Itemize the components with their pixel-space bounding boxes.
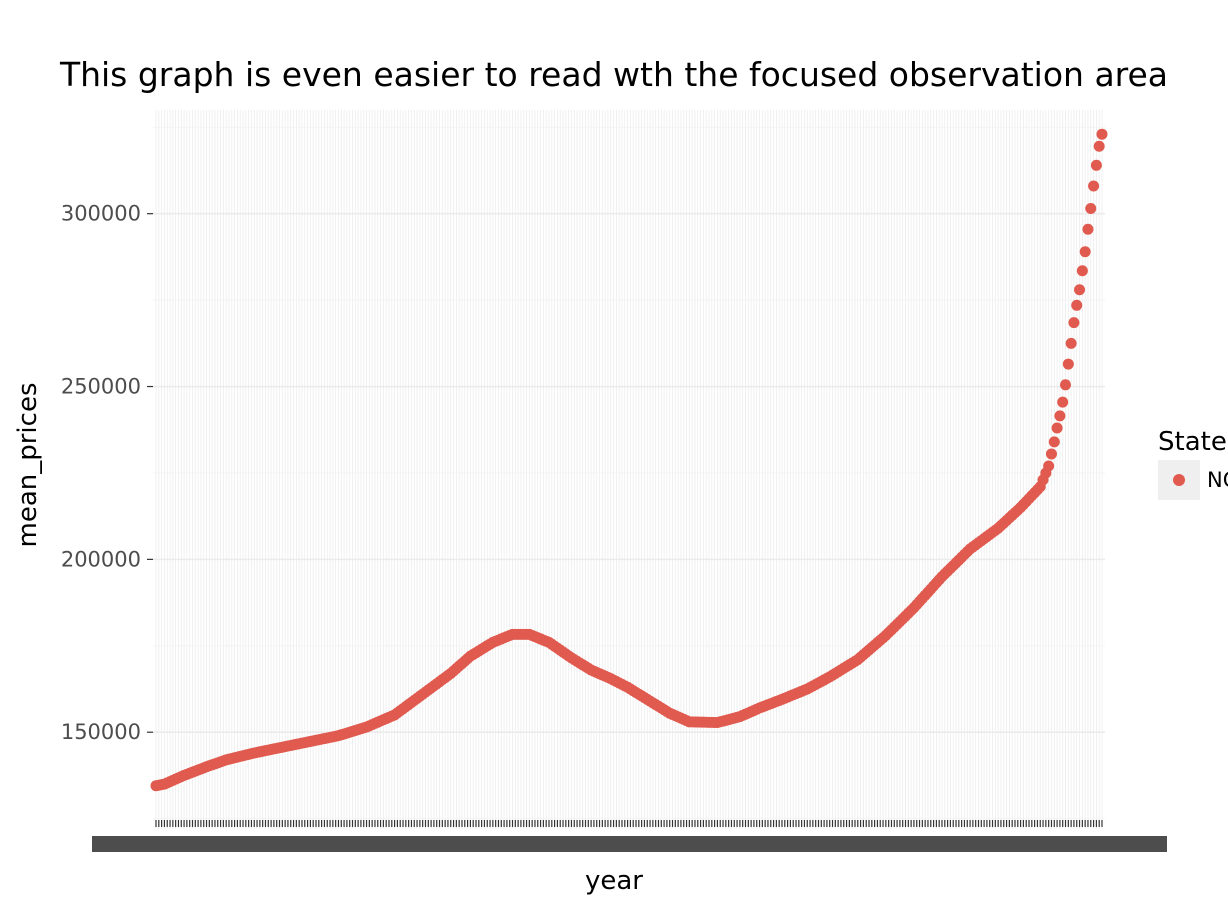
y-axis-ticks: 150000 200000 250000 300000: [61, 202, 153, 744]
x-axis-ticks: [92, 820, 1167, 852]
data-point: [1071, 299, 1083, 311]
legend-marker-nc: [1173, 474, 1185, 486]
data-point: [1060, 379, 1072, 391]
y-tick-label: 300000: [61, 202, 141, 226]
data-point: [1054, 410, 1066, 422]
data-point: [1093, 140, 1105, 152]
data-point: [1085, 203, 1097, 215]
y-tick-label: 250000: [61, 375, 141, 399]
data-point: [1076, 265, 1088, 277]
data-points: [150, 128, 1108, 792]
legend: State NC: [1158, 427, 1228, 500]
data-point: [1048, 436, 1060, 448]
data-point: [1043, 460, 1055, 472]
data-point: [1074, 284, 1086, 296]
y-tick-label: 200000: [61, 547, 141, 571]
x-tick-labels-overlap: [92, 836, 1167, 852]
plot-panel: [153, 110, 1105, 829]
y-gridlines: [153, 126, 1105, 820]
data-point: [1065, 337, 1077, 349]
y-axis-title: mean_prices: [13, 383, 43, 548]
data-point: [1090, 159, 1102, 171]
data-point: [1062, 358, 1074, 370]
data-point: [1082, 223, 1094, 235]
legend-title: State: [1158, 427, 1227, 457]
data-point: [1088, 180, 1100, 192]
data-point: [1079, 246, 1091, 258]
data-point: [1096, 128, 1108, 140]
data-point: [1068, 317, 1080, 329]
y-tick-label: 150000: [61, 720, 141, 744]
data-point: [1045, 448, 1057, 460]
x-axis-title: year: [585, 866, 643, 896]
data-point: [1057, 396, 1069, 408]
legend-label-nc: NC: [1207, 468, 1228, 492]
chart-title: This graph is even easier to read wth th…: [59, 55, 1168, 94]
data-point: [1051, 422, 1063, 434]
